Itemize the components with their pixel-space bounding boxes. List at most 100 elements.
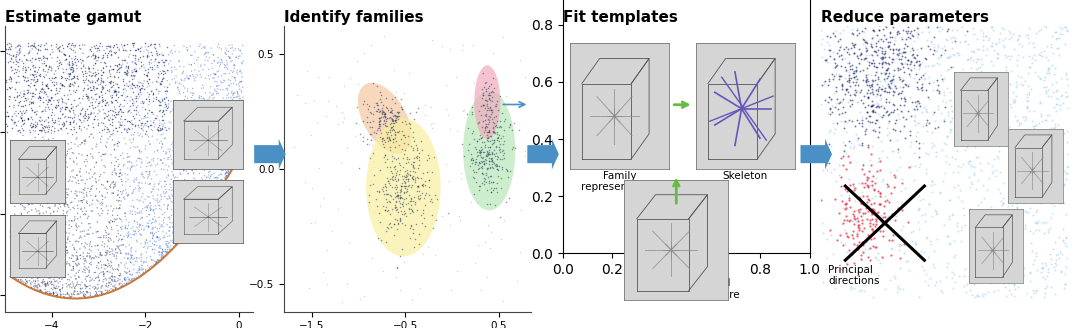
Point <box>134 100 152 106</box>
Point <box>232 127 249 133</box>
Point <box>206 166 223 171</box>
Point <box>222 162 240 167</box>
Point <box>414 252 431 257</box>
Point <box>409 153 426 158</box>
Point <box>227 63 244 68</box>
Point <box>983 24 1001 29</box>
Point <box>156 136 173 141</box>
Point <box>11 234 28 239</box>
Point <box>892 200 909 205</box>
Point <box>29 268 47 273</box>
Point <box>215 181 232 187</box>
Point <box>56 57 74 62</box>
Point <box>1017 159 1034 165</box>
Point <box>1003 151 1020 156</box>
Point <box>397 213 414 218</box>
Point <box>85 198 102 203</box>
Point <box>106 155 124 160</box>
Point <box>15 91 33 96</box>
Point <box>119 110 137 115</box>
Point <box>841 217 859 222</box>
Point <box>36 144 53 149</box>
Point <box>880 119 898 124</box>
Point <box>914 82 931 87</box>
Point <box>1050 24 1068 30</box>
Point <box>1030 128 1047 133</box>
Point <box>160 119 178 125</box>
Point <box>129 144 146 149</box>
Point <box>17 222 35 227</box>
Point <box>126 163 143 169</box>
Point <box>23 249 40 254</box>
Point <box>56 53 74 58</box>
Point <box>917 122 934 127</box>
Point <box>208 103 225 108</box>
Point <box>137 44 154 50</box>
Point <box>389 177 406 183</box>
Point <box>881 169 899 174</box>
Point <box>154 247 171 252</box>
Point <box>101 64 118 69</box>
Point <box>37 287 54 292</box>
Point <box>193 187 210 193</box>
Point <box>853 141 870 146</box>
Point <box>1007 208 1024 213</box>
Point <box>398 129 415 134</box>
Point <box>57 57 75 62</box>
Point <box>26 125 43 130</box>
Point <box>126 82 143 88</box>
Point <box>866 128 883 133</box>
Point <box>2 53 20 58</box>
Point <box>132 208 150 214</box>
Point <box>142 208 159 213</box>
Point <box>34 109 51 114</box>
Point <box>406 201 424 207</box>
Point <box>967 78 984 83</box>
Point <box>22 274 39 279</box>
Point <box>340 186 358 192</box>
Point <box>42 152 60 157</box>
Point <box>112 225 129 230</box>
Point <box>221 125 238 130</box>
Point <box>51 80 68 86</box>
Point <box>90 211 107 216</box>
Point <box>1006 287 1023 292</box>
Point <box>127 58 144 63</box>
Point <box>401 199 418 204</box>
Point <box>42 213 60 218</box>
Point <box>114 279 131 284</box>
Point <box>133 98 151 103</box>
Point <box>482 70 500 75</box>
Point <box>1015 176 1032 182</box>
Point <box>61 83 78 88</box>
Point <box>95 292 113 297</box>
Point <box>234 122 251 127</box>
Point <box>857 55 875 60</box>
Point <box>190 182 207 188</box>
Point <box>469 166 487 172</box>
Point <box>1023 189 1041 194</box>
Point <box>479 138 496 143</box>
Point <box>8 70 25 75</box>
Point <box>111 85 128 91</box>
Point <box>195 112 212 117</box>
Point <box>221 141 238 147</box>
Point <box>99 127 116 132</box>
Point <box>119 275 137 280</box>
Point <box>54 67 72 72</box>
Point <box>218 175 235 180</box>
Point <box>73 65 90 71</box>
Point <box>91 213 108 218</box>
Point <box>392 104 410 110</box>
Point <box>38 291 55 297</box>
Point <box>131 222 149 227</box>
Point <box>117 282 134 287</box>
Point <box>157 102 175 108</box>
Point <box>9 229 26 234</box>
Point <box>37 185 54 190</box>
Point <box>222 130 240 135</box>
Point <box>51 180 68 185</box>
Point <box>1010 42 1028 47</box>
Point <box>473 287 490 293</box>
Point <box>16 258 34 263</box>
